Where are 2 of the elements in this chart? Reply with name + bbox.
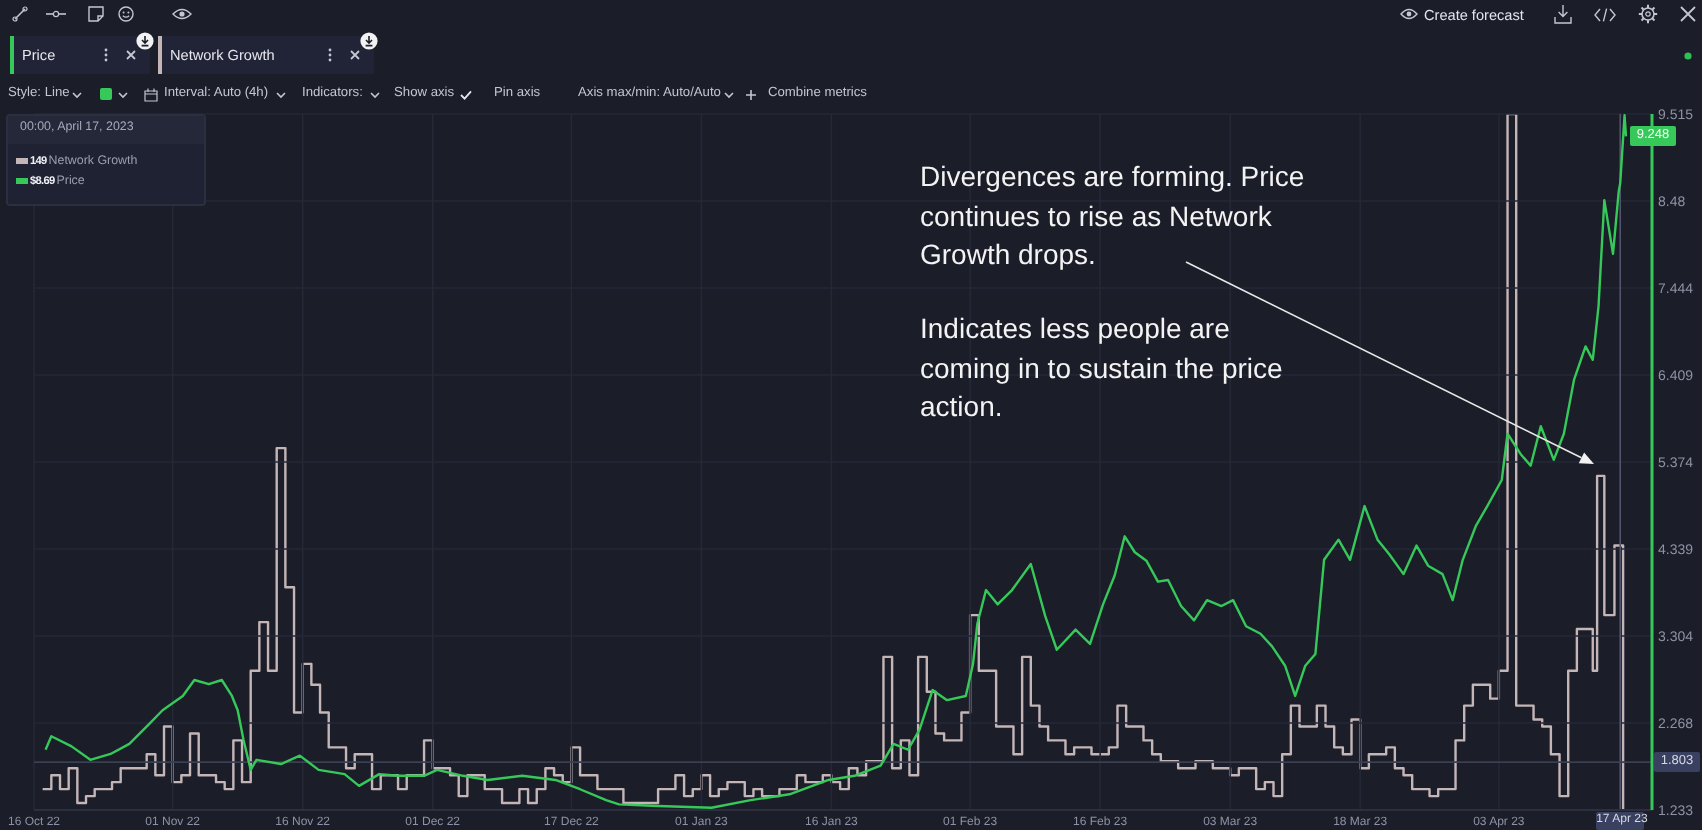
annotation: Divergences are forming. Price continues to rise as Network Growth drops. [920,158,1307,274]
annotation: Indicates less people are coming in to sustain the price action. [920,310,1285,426]
